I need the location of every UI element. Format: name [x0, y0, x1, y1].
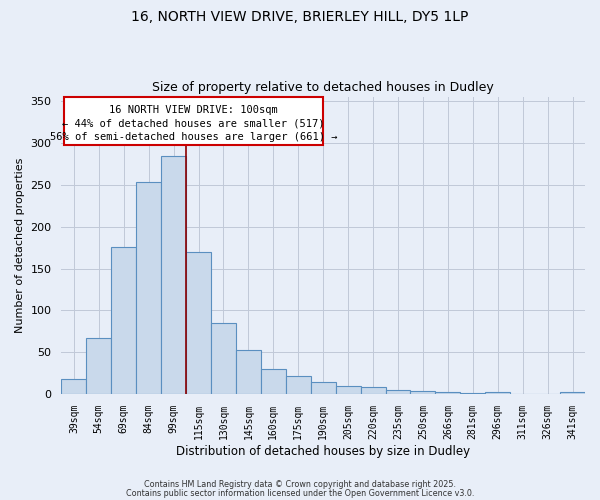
Text: ← 44% of detached houses are smaller (517): ← 44% of detached houses are smaller (51… — [62, 118, 325, 128]
Bar — [560, 392, 585, 394]
Bar — [161, 156, 186, 394]
Bar — [211, 323, 236, 394]
FancyBboxPatch shape — [64, 97, 323, 144]
X-axis label: Distribution of detached houses by size in Dudley: Distribution of detached houses by size … — [176, 444, 470, 458]
Text: 16 NORTH VIEW DRIVE: 100sqm: 16 NORTH VIEW DRIVE: 100sqm — [109, 105, 278, 115]
Bar — [111, 247, 136, 394]
Bar — [460, 393, 485, 394]
Bar — [86, 338, 111, 394]
Text: 56% of semi-detached houses are larger (661) →: 56% of semi-detached houses are larger (… — [50, 132, 337, 142]
Bar — [61, 379, 86, 394]
Text: Contains HM Land Registry data © Crown copyright and database right 2025.: Contains HM Land Registry data © Crown c… — [144, 480, 456, 489]
Bar — [386, 390, 410, 394]
Text: Contains public sector information licensed under the Open Government Licence v3: Contains public sector information licen… — [126, 490, 474, 498]
Bar — [436, 392, 460, 394]
Bar — [261, 369, 286, 394]
Bar — [186, 252, 211, 394]
Bar — [311, 382, 335, 394]
Bar — [286, 376, 311, 394]
Bar — [136, 182, 161, 394]
Title: Size of property relative to detached houses in Dudley: Size of property relative to detached ho… — [152, 82, 494, 94]
Bar — [410, 390, 436, 394]
Bar — [236, 350, 261, 394]
Y-axis label: Number of detached properties: Number of detached properties — [15, 158, 25, 333]
Bar — [361, 388, 386, 394]
Bar — [335, 386, 361, 394]
Bar — [485, 392, 510, 394]
Text: 16, NORTH VIEW DRIVE, BRIERLEY HILL, DY5 1LP: 16, NORTH VIEW DRIVE, BRIERLEY HILL, DY5… — [131, 10, 469, 24]
